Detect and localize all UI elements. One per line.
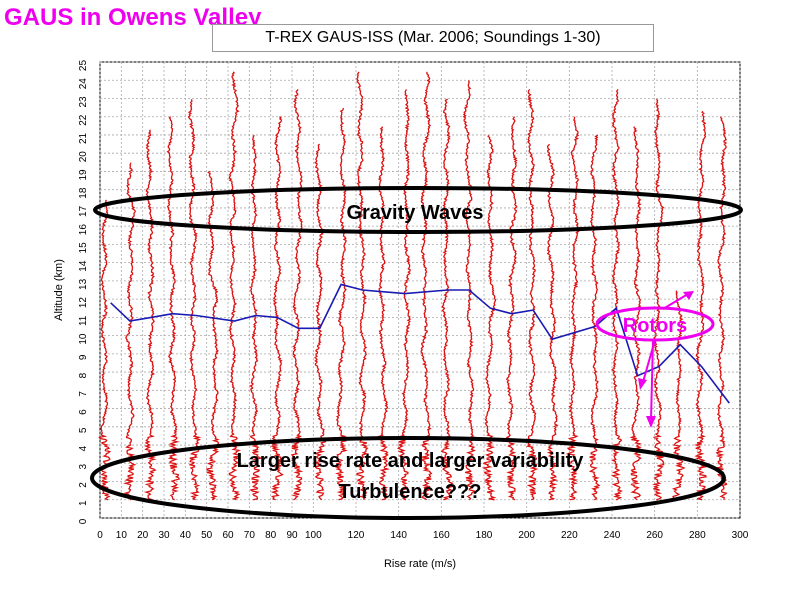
sounding-profile: [565, 116, 580, 501]
y-tick-label: 8: [78, 372, 89, 378]
sounding-profile: [396, 89, 412, 501]
y-tick-label: 7: [78, 391, 89, 397]
y-tick-label: 1: [78, 500, 89, 506]
y-tick-label: 0: [78, 518, 89, 524]
x-tick-label: 280: [689, 530, 706, 541]
x-tick-label: 180: [476, 530, 493, 541]
y-tick-label: 3: [78, 464, 89, 470]
sounding-profile: [166, 116, 181, 501]
turbulence-ellipse: [90, 436, 726, 520]
x-tick-label: 40: [180, 530, 192, 541]
y-tick-label: 11: [78, 315, 89, 326]
y-tick-label: 12: [78, 297, 89, 309]
sounding-layer: [98, 71, 728, 501]
sounding-profile: [671, 290, 686, 501]
y-tick-label: 19: [78, 169, 89, 181]
tropopause-layer: [110, 283, 730, 404]
sounding-profile: [290, 88, 304, 501]
sounding-profile: [98, 199, 112, 501]
chart-title: T-REX GAUS-ISS (Mar. 2006; Soundings 1-3…: [212, 24, 654, 52]
y-tick-label: 16: [78, 224, 89, 236]
x-tick-label: 50: [201, 530, 213, 541]
y-tick-label: 6: [78, 409, 89, 415]
y-tick-label: 24: [78, 78, 89, 90]
gravity-waves-ellipse: [93, 186, 743, 234]
y-tick-label: 20: [78, 151, 89, 163]
sounding-profile: [715, 116, 728, 500]
sounding-profile: [439, 98, 455, 501]
x-tick-label: 20: [137, 530, 149, 541]
rotors-label: Rotors: [623, 315, 687, 337]
sounding-profile: [249, 134, 263, 501]
rotors-arrowhead-3: [646, 416, 656, 428]
x-tick-label: 300: [732, 530, 749, 541]
x-tick-label: 70: [244, 530, 256, 541]
x-tick-label: 60: [222, 530, 234, 541]
y-tick-label: 2: [78, 482, 89, 488]
y-tick-label: 14: [78, 260, 89, 272]
gravity-waves-label: Gravity Waves: [346, 202, 483, 224]
sounding-profile: [693, 110, 708, 501]
sounding-profile: [651, 98, 665, 501]
x-axis-label: Rise rate (m/s): [384, 558, 456, 570]
sounding-profile: [588, 134, 601, 501]
sounding-profile: [269, 116, 284, 501]
x-tick-label: 140: [390, 530, 407, 541]
rotors-arrowhead-1: [683, 291, 694, 300]
y-tick-label: 10: [78, 333, 89, 345]
sounding-profile: [228, 71, 242, 501]
x-tick-label: 30: [158, 530, 170, 541]
y-tick-label: 9: [78, 354, 89, 360]
y-tick-label: 22: [78, 114, 89, 126]
sounding-profile: [611, 88, 624, 501]
y-tick-label: 25: [78, 60, 89, 72]
sounding-profile: [356, 71, 369, 501]
sounding-profile: [334, 107, 348, 501]
sounding-profile: [143, 129, 157, 501]
x-tick-label: 220: [561, 530, 578, 541]
sounding-profile: [462, 80, 477, 501]
x-tick-label: 80: [265, 530, 277, 541]
sounding-profile: [629, 126, 643, 501]
sounding-profile: [187, 99, 202, 501]
y-tick-label: 15: [78, 242, 89, 254]
x-tick-label: 260: [646, 530, 663, 541]
x-tick-label: 100: [305, 530, 322, 541]
y-tick-label: 17: [78, 205, 89, 217]
axis-layer: 0123456789101112131415161718192021222324…: [78, 60, 749, 541]
sounding-profile: [504, 116, 518, 501]
y-tick-label: 4: [78, 445, 89, 451]
rotors-arrow-3: [650, 339, 654, 421]
x-tick-label: 240: [604, 530, 621, 541]
x-tick-label: 160: [433, 530, 450, 541]
y-tick-label: 23: [78, 96, 89, 108]
x-tick-label: 10: [116, 530, 128, 541]
rotors-arrow-1: [662, 293, 689, 310]
sounding-profile: [420, 71, 433, 501]
grid-layer: [99, 61, 741, 519]
y-tick-label: 18: [78, 187, 89, 199]
x-tick-label: 200: [518, 530, 535, 541]
rotors-arrowhead-2: [638, 378, 647, 390]
y-axis-label: Altitude (km): [53, 259, 65, 321]
x-tick-label: 120: [348, 530, 365, 541]
y-tick-label: 5: [78, 427, 89, 433]
sounding-profile: [525, 88, 539, 501]
larger-rise-label: Larger rise rate and larger variability: [237, 450, 585, 472]
y-tick-label: 13: [78, 278, 89, 290]
x-tick-label: 90: [286, 530, 298, 541]
tropopause-line: [110, 283, 730, 404]
x-tick-label: 0: [97, 530, 103, 541]
y-tick-label: 21: [78, 132, 89, 144]
turbulence-label: Turbulence???: [339, 481, 482, 503]
